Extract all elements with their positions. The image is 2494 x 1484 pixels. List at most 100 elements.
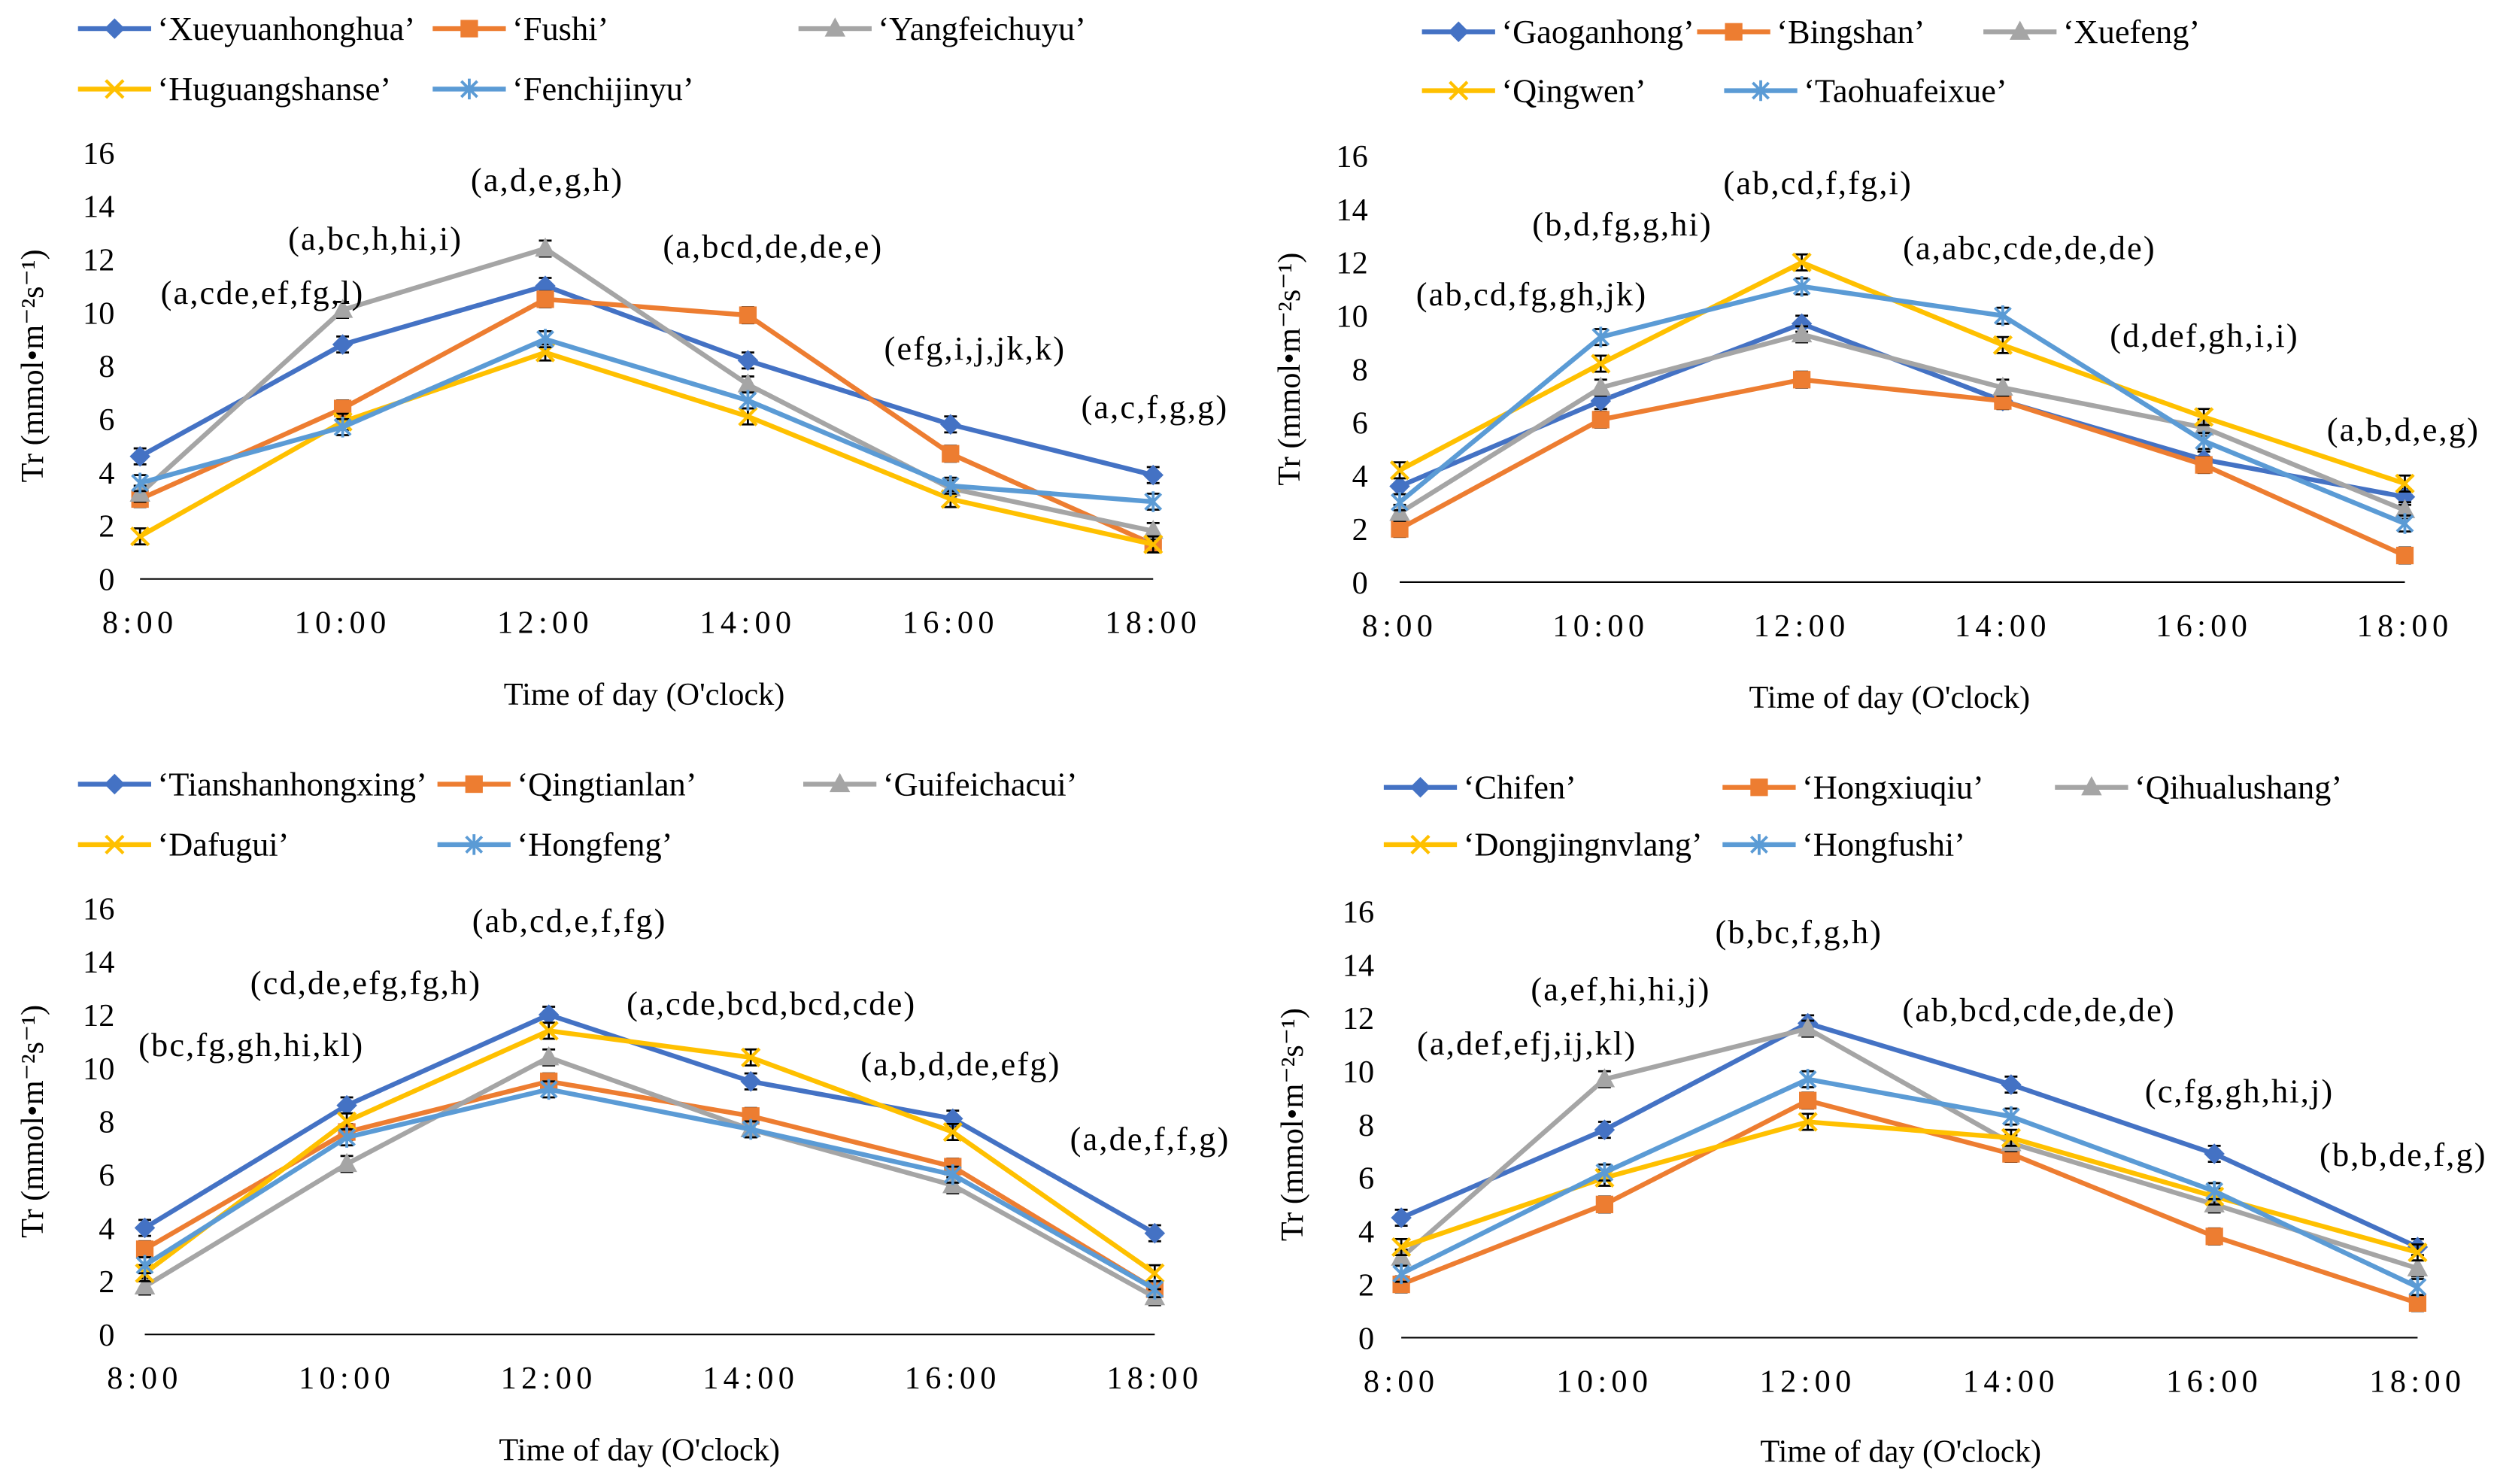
data-point (539, 1079, 558, 1100)
y-tick-label: 16 (83, 136, 114, 171)
data-point (134, 1275, 156, 1295)
legend-label: ‘Fushi’ (512, 10, 608, 47)
data-point (1143, 534, 1164, 554)
x-tick-label: 12:00 (501, 1361, 597, 1396)
legend-marker (104, 773, 126, 795)
x-axis-title: Time of day (O'clock) (499, 1432, 780, 1467)
data-point (1992, 376, 2013, 396)
data-point (941, 475, 960, 496)
x-tick-label: 8:00 (1364, 1364, 1440, 1399)
y-tick-label: 6 (99, 1158, 114, 1193)
chart-panel-bottom-right: ‘Chifen’ ‘Hongxiuqiu’ ‘Qihualushang’ ‘Dongj… (1275, 769, 2486, 1470)
series-line (1397, 332, 2408, 516)
significance-label: (b,d,fg,g,hi) (1532, 205, 1713, 243)
data-point (2394, 499, 2416, 518)
data-point (2195, 430, 2213, 451)
data-point (1145, 1263, 1165, 1283)
data-point (1993, 305, 2012, 326)
x-axis-title: Time of day (O'clock) (1749, 680, 2031, 715)
y-tick-label: 0 (1358, 1321, 1374, 1356)
data-point (536, 290, 554, 308)
data-point (2395, 473, 2415, 494)
data-point (737, 350, 759, 372)
data-point (2205, 1180, 2224, 1202)
x-tick-label: 8:00 (102, 605, 178, 641)
legend: ‘Tianshanhongxing’ ‘Qingtianlan’ ‘Guifeich… (77, 765, 1078, 863)
data-point (2408, 1276, 2427, 1297)
x-tick-label: 18:00 (2369, 1364, 2465, 1399)
x-tick-label: 16:00 (2166, 1364, 2262, 1399)
data-point (2205, 1228, 2223, 1246)
chart-panel-bottom-left: ‘Tianshanhongxing’ ‘Qingtianlan’ ‘Guifeich… (15, 765, 1228, 1467)
legend-item: ‘Fushi’ (432, 10, 608, 47)
legend-item: ‘Taohuafeixue’ (1724, 71, 2007, 109)
legend-item: ‘Hongfeng’ (437, 826, 672, 863)
y-tick-label: 12 (1343, 1001, 1374, 1036)
significance-label: (a,bc,h,hi,i) (288, 220, 463, 257)
data-point (129, 446, 150, 467)
data-point (1791, 323, 1813, 343)
legend-label: ‘Taohuafeixue’ (1804, 71, 2007, 109)
legend: ‘Gaoganhong’ ‘Bingshan’ ‘Xuefeng’ ‘Qingwen’… (1421, 13, 2200, 109)
series-line (1398, 1026, 2420, 1271)
data-point (2204, 1143, 2225, 1164)
significance-label: (a,d,e,g,h) (471, 161, 624, 199)
legend-label: ‘Tianshanhongxing’ (157, 765, 426, 803)
data-point (2408, 1294, 2427, 1313)
data-point (737, 373, 759, 393)
y-tick-label: 4 (1352, 459, 1368, 494)
legend-item: ‘Huguangshanse’ (77, 70, 391, 108)
significance-label: (a,cde,bcd,bcd,cde) (627, 985, 916, 1022)
x-axis-title: Time of day (O'clock) (504, 677, 785, 712)
series (135, 1021, 1165, 1283)
series (129, 275, 1164, 486)
legend-marker (104, 18, 126, 39)
legend: ‘Xueyuanhonghua’ ‘Fushi’ ‘Yangfeichuyu’ ‘Hu… (77, 10, 1086, 108)
series-line (142, 1087, 1157, 1292)
legend-item: ‘Yangfeichuyu’ (798, 10, 1086, 47)
legend-marker (1449, 80, 1469, 101)
legend-label: ‘Qingwen’ (1501, 71, 1646, 109)
significance-label: (a,ef,hi,hi,j) (1531, 970, 1710, 1008)
data-point (1591, 354, 1611, 374)
legend-marker (2081, 775, 2102, 796)
data-point (1144, 1222, 1166, 1244)
y-tick-label: 2 (1352, 512, 1368, 548)
significance-label: (efg,i,j,jk,k) (884, 329, 1066, 367)
legend-label: ‘Huguangshanse’ (157, 70, 391, 108)
data-point (538, 1046, 560, 1066)
x-tick-label: 16:00 (903, 605, 999, 641)
series-line (1398, 1021, 2420, 1250)
legend-item: ‘Xueyuanhonghua’ (77, 10, 415, 47)
legend-label: ‘Chifen’ (1464, 769, 1576, 806)
legend-item: ‘Hongxiuqiu’ (1722, 769, 1984, 806)
y-tick-label: 4 (1358, 1215, 1374, 1250)
legend-item: ‘Xuefeng’ (1983, 13, 2200, 50)
data-point (2001, 1074, 2022, 1095)
data-point (538, 1004, 560, 1025)
legend-marker (1750, 778, 1768, 797)
x-tick-label: 10:00 (1552, 608, 1649, 644)
y-axis-title: Tr (mmol•m⁻²s⁻¹) (15, 1005, 50, 1238)
data-point (1595, 1195, 1614, 1213)
data-point (1595, 1162, 1614, 1183)
data-point (131, 472, 150, 493)
data-point (1590, 390, 1612, 411)
data-point (1797, 1017, 1819, 1037)
legend-marker (1409, 777, 1431, 798)
y-tick-label: 10 (83, 1052, 114, 1087)
series-line (142, 1079, 1157, 1292)
y-tick-label: 6 (1358, 1161, 1374, 1197)
series-line (142, 1055, 1157, 1300)
data-point (741, 1047, 761, 1067)
data-point (942, 445, 960, 463)
x-tick-label: 8:00 (107, 1361, 183, 1396)
series-line (1397, 377, 2408, 558)
data-point (1144, 491, 1163, 512)
data-point (1992, 335, 2013, 355)
y-axis-title: Tr (mmol•m⁻²s⁻¹) (1275, 1008, 1310, 1241)
legend-item: ‘Qingtianlan’ (437, 765, 697, 803)
significance-label: (a,c,f,g,g) (1081, 388, 1228, 426)
legend: ‘Chifen’ ‘Hongxiuqiu’ ‘Qihualushang’ ‘Dongj… (1383, 769, 2342, 863)
data-point (2407, 1257, 2429, 1276)
